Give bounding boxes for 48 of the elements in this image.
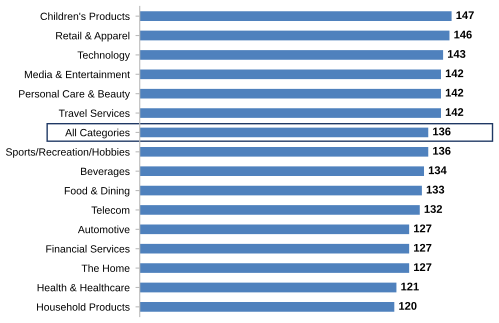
data-label: 146 [454, 30, 472, 39]
bar [140, 146, 428, 157]
data-label: 134 [428, 166, 447, 174]
y-tick-label: Sports/Recreation/Hobbies [6, 148, 130, 158]
bar [140, 186, 422, 196]
y-tick-label: Health & Healthcare [38, 284, 130, 292]
data-label: 120 [399, 302, 417, 310]
bar [140, 244, 410, 254]
data-label: 142 [446, 69, 464, 78]
y-tick-label: Automotive [78, 226, 130, 234]
data-label: 132 [424, 205, 442, 213]
bar [140, 11, 452, 21]
y-tick-label: Food & Dining [64, 186, 130, 197]
data-label: 143 [448, 50, 466, 58]
bar [140, 282, 396, 292]
y-tick-label: Beverages [81, 168, 130, 178]
data-label: 127 [414, 263, 432, 271]
y-tick-label: Financial Services [46, 244, 130, 253]
bar [140, 224, 410, 234]
y-tick-label: Media & Entertainment [24, 70, 130, 78]
data-label: 142 [446, 88, 464, 97]
data-label: 147 [456, 11, 474, 20]
y-tick-label: Children's Products [40, 12, 130, 20]
data-label: 136 [433, 146, 451, 155]
bar [140, 108, 441, 118]
y-tick-label: Personal Care & Beauty [19, 90, 130, 100]
data-label: 121 [401, 282, 419, 290]
y-tick-label: Technology [78, 51, 130, 61]
y-tick-label: The Home [82, 264, 130, 272]
data-label: 127 [414, 244, 432, 252]
data-label: 142 [446, 108, 464, 116]
bar [140, 263, 410, 273]
data-label: 133 [426, 186, 444, 194]
data-label: 136 [433, 128, 451, 136]
data-label: 127 [414, 224, 432, 232]
bar [140, 205, 420, 215]
y-tick-label: All Categories [65, 128, 130, 138]
bar [140, 50, 444, 60]
bar [140, 166, 424, 176]
y-tick-label: Telecom [91, 206, 130, 214]
bar [140, 302, 394, 312]
y-tick-label: Retail & Apparel [56, 32, 130, 42]
y-tick-label: Travel Services [58, 109, 130, 117]
bar [140, 69, 441, 80]
bar [140, 88, 441, 99]
bar [140, 128, 428, 138]
y-tick-label: Household Products [37, 303, 130, 311]
bar [140, 30, 450, 40]
